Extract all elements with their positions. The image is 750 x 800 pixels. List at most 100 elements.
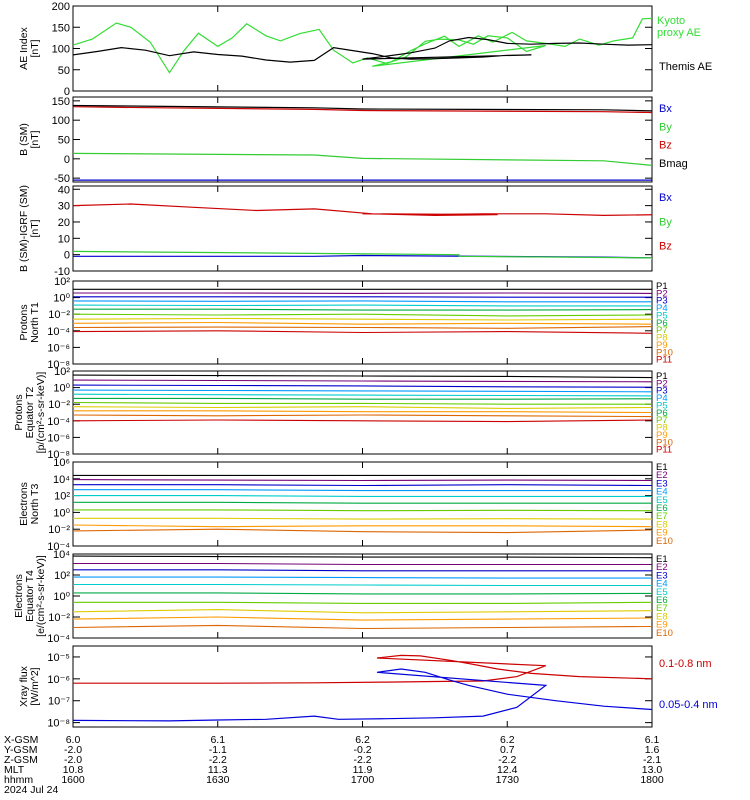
plot-area (73, 654, 652, 722)
channel-line-E5 (73, 583, 652, 587)
y-tick-label: 40 (58, 184, 70, 196)
ephemeris-value: -2.2 (498, 754, 516, 766)
channel-line-P1 (73, 374, 652, 379)
plot-area (73, 374, 652, 423)
series-line-bz (73, 106, 652, 114)
channel-line-E3 (73, 569, 652, 572)
legend-p4: P4 (656, 393, 668, 404)
legend-e8: E8 (656, 519, 668, 530)
legend-p9: P9 (656, 340, 668, 351)
legend-p5: P5 (656, 310, 668, 321)
y-tick-label: 10⁻⁸ (47, 449, 70, 461)
channel-line-E7 (73, 601, 652, 604)
y-axis-label: Protons (13, 394, 25, 430)
y-tick-label: 10⁴ (53, 549, 70, 561)
y-axis-label: [p/(cm²-s-sr-keV)] (35, 372, 47, 454)
panel-pe: 10⁻⁸ 10⁻⁶ 10⁻⁴ 10⁻² 10⁰ 10² Protons Equator T2[… (13, 366, 673, 461)
channel-line-P11 (73, 330, 652, 334)
legend-p3: P3 (656, 386, 668, 397)
ephemeris-label: X-GSM (4, 734, 38, 746)
ephemeris-label: Y-GSM (4, 744, 37, 756)
legend-e1: E1 (656, 462, 668, 473)
legend-p2: P2 (656, 288, 668, 299)
channel-line-E1 (73, 555, 652, 559)
legend-e7: E7 (656, 603, 668, 614)
legend-p6: P6 (656, 408, 668, 419)
y-tick-label: 10⁰ (53, 293, 70, 305)
channel-line-E3 (73, 484, 652, 487)
ephemeris-value: 6.0 (66, 734, 81, 746)
ephemeris-value: 1630 (206, 774, 230, 786)
channel-line-P4 (73, 389, 652, 393)
legend-p7: P7 (656, 325, 668, 336)
y-axis-label: Equator T2 (24, 386, 36, 438)
panel-frame (72, 5, 653, 92)
legend-p5: P5 (656, 400, 668, 411)
panel-ee: 10⁻⁴ 10⁻² 10⁰ 10² 10⁴ Electrons Equator T4 [e/(… (13, 549, 673, 645)
y-tick-label: 50 (58, 135, 70, 147)
channel-line-P8 (73, 317, 652, 321)
y-axis-label: Equator T4 (24, 570, 36, 622)
ephemeris-value: -2.2 (209, 754, 227, 766)
channel-line-E8 (73, 517, 652, 520)
legend-bmag: Bmag (659, 158, 688, 170)
legend-p7: P7 (656, 415, 668, 426)
legend-e4: E4 (656, 579, 668, 590)
legend-xray-short: 0.05-0.4 nm (659, 699, 718, 711)
channel-line-P9 (73, 321, 652, 325)
ephemeris-value: 1730 (496, 774, 520, 786)
y-axis-label: [e/(cm²-s-sr-keV)] (35, 555, 47, 637)
legend-p8: P8 (656, 423, 668, 434)
ephemeris-value: -0.2 (353, 744, 371, 756)
channel-line-E8 (73, 609, 652, 614)
channel-line-E4 (73, 576, 652, 579)
legend-p9: P9 (656, 430, 668, 441)
y-tick-label: 10² (54, 366, 70, 378)
y-tick-label: 10⁶ (53, 457, 70, 469)
channel-line-E2 (73, 562, 652, 566)
legend-p4: P4 (656, 303, 668, 314)
y-tick-label: 10⁻² (48, 399, 70, 411)
y-axis-label: AE Index (18, 26, 30, 69)
y-tick-label: 10⁻⁴ (47, 326, 70, 338)
ephemeris-label: MLT (4, 764, 25, 776)
y-axis-label: [nT] (29, 219, 41, 237)
ephemeris-value: -2.0 (64, 754, 82, 766)
legend-kyoto: Kyoto (657, 15, 685, 27)
y-tick-label: 10⁻² (48, 309, 70, 321)
channel-line-P2 (73, 379, 652, 383)
ephemeris-label: Z-GSM (4, 754, 38, 766)
ephemeris-value: 6.1 (645, 734, 660, 746)
y-tick-label: 10⁻² (48, 524, 70, 536)
y-axis-label: B (SM)-IGRF (SM) (18, 185, 30, 272)
legend-p10: P10 (656, 437, 673, 448)
ephemeris-label: hhmm (4, 774, 33, 786)
channel-line-E9 (73, 524, 652, 528)
y-tick-label: 0 (64, 86, 70, 98)
channel-line-P10 (73, 414, 652, 418)
channel-line-E6 (73, 501, 652, 504)
legend-e9: E9 (656, 620, 668, 631)
plot-area (73, 203, 652, 260)
panel-bsm: -50 0 50 100 150 B (SM) [nT] Bx By Bz Bmag (18, 96, 688, 185)
y-axis-label: [W/m^2] (29, 667, 41, 705)
channel-line-E9 (73, 616, 652, 621)
panel-frame (72, 553, 653, 639)
channel-line-E6 (73, 592, 652, 595)
channel-line-P8 (73, 406, 652, 409)
legend-kyoto: proxy AE (657, 27, 701, 39)
channel-line-P6 (73, 397, 652, 400)
ephemeris-value: 1800 (640, 774, 664, 786)
legend-bx: Bx (659, 192, 672, 204)
ephemeris-value: -2.0 (64, 744, 82, 756)
legend-p8: P8 (656, 333, 668, 344)
plot-area (73, 104, 652, 181)
panel-frame (72, 461, 653, 547)
plot-area (73, 17, 652, 74)
channel-line-E10 (73, 528, 652, 534)
y-tick-label: 10⁻⁶ (47, 432, 70, 444)
ephemeris-value: 1600 (61, 774, 85, 786)
legend-p11: P11 (656, 445, 672, 456)
ephemeris-value: 13.0 (642, 764, 663, 776)
